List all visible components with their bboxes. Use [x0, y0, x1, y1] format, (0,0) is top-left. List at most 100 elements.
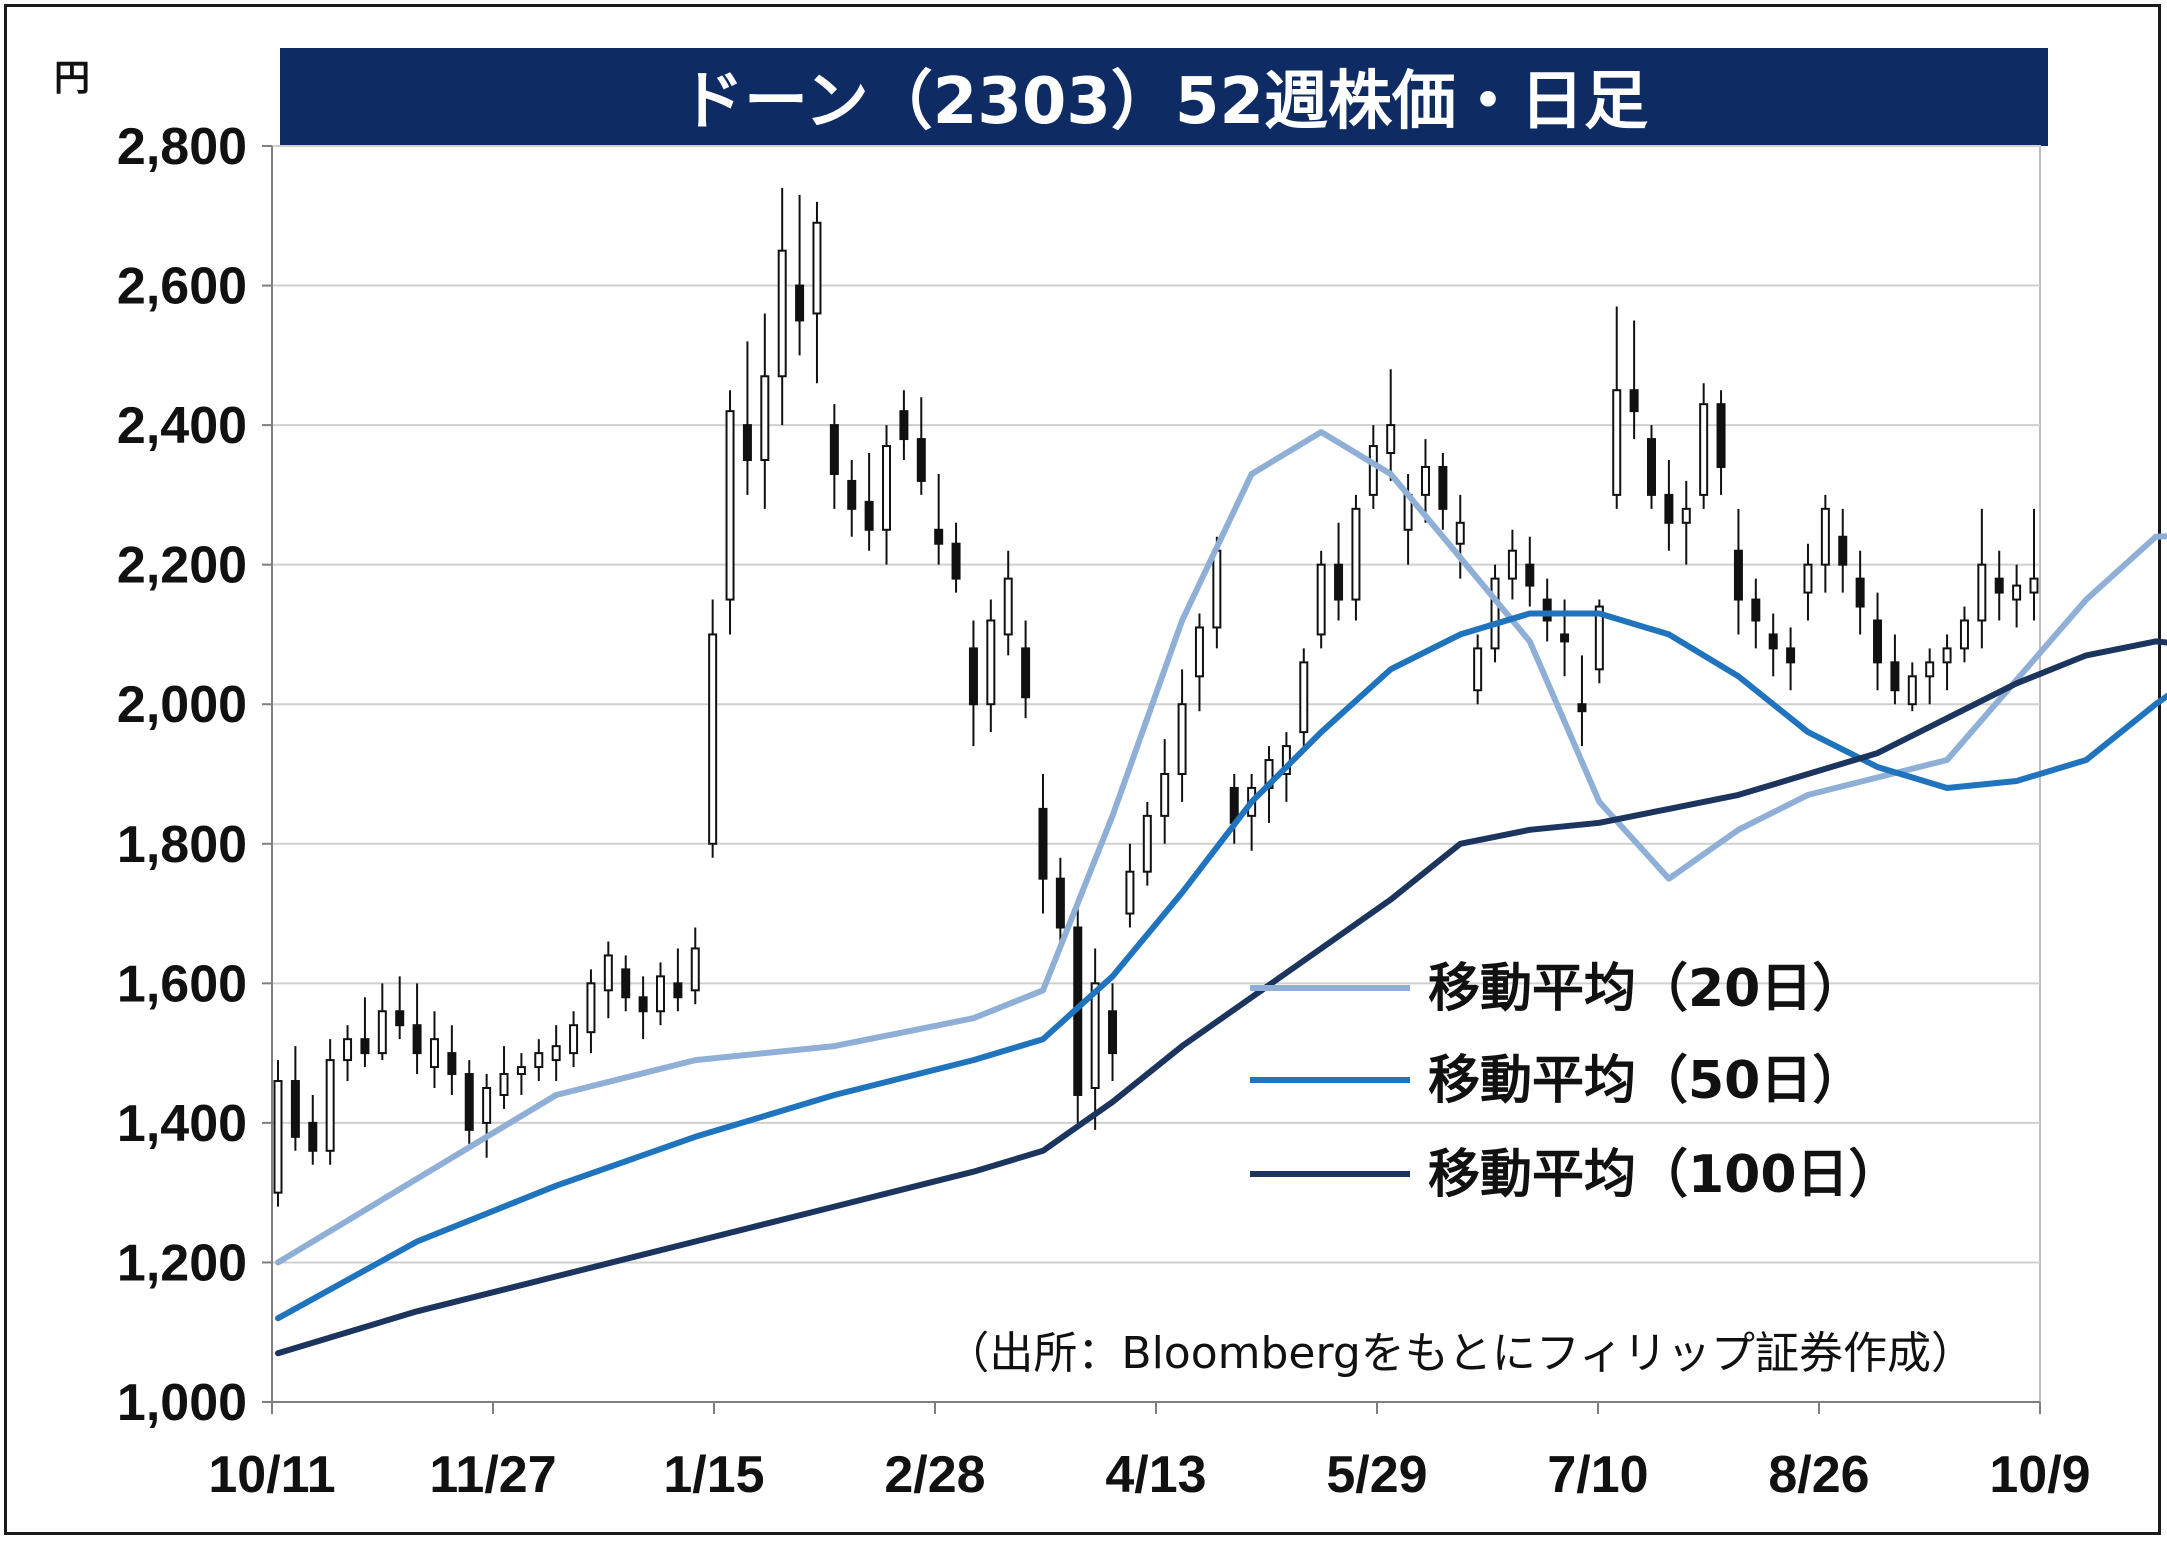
candlestick: [569, 1011, 579, 1068]
candlestick: [1733, 508, 1743, 635]
candlestick: [2029, 508, 2039, 621]
candle-body: [1733, 549, 1743, 601]
candle-body: [1768, 633, 1778, 650]
candle-body: [986, 619, 996, 706]
candlestick: [829, 404, 839, 509]
candle-body: [725, 410, 735, 601]
candle-body: [1108, 1010, 1118, 1055]
candlestick: [1125, 843, 1135, 928]
candlestick: [1925, 648, 1935, 705]
candlestick: [447, 1025, 457, 1095]
candle-body: [1021, 647, 1031, 699]
candle-body: [1994, 577, 2004, 594]
candle-body: [1890, 661, 1900, 692]
candlestick: [1542, 578, 1552, 642]
y-tick-label: 1,800: [117, 816, 247, 874]
candlestick: [1194, 613, 1204, 712]
candle-body: [273, 1080, 283, 1194]
candlestick: [1316, 550, 1326, 649]
candlestick: [760, 313, 770, 509]
candle-body: [586, 982, 596, 1034]
candle-body: [1473, 647, 1483, 692]
x-tick-label: 1/15: [663, 1446, 764, 1504]
candlestick: [325, 1039, 335, 1165]
candlestick: [412, 983, 422, 1075]
candlestick: [1647, 425, 1657, 509]
candle-body: [1699, 403, 1709, 496]
candlestick: [290, 1046, 300, 1151]
candlestick: [1959, 606, 1969, 663]
candle-body: [1142, 814, 1152, 873]
candlestick: [1855, 550, 1865, 635]
candle-body: [1820, 507, 1830, 566]
candlestick: [1612, 306, 1622, 509]
candlestick: [1038, 774, 1048, 914]
ma100-line: [275, 638, 2167, 1357]
candle-body: [2029, 577, 2039, 594]
candle-body: [673, 982, 683, 999]
candle-body: [1507, 549, 1517, 580]
candle-body: [951, 542, 961, 580]
candlestick: [1751, 578, 1761, 649]
candle-body: [1612, 389, 1622, 496]
y-tick-label: 2,200: [117, 537, 247, 595]
title-banner: [280, 48, 2048, 146]
candlestick: [1768, 613, 1778, 677]
candle-body: [916, 438, 926, 482]
candle-body: [1959, 619, 1969, 650]
candlestick: [847, 460, 857, 537]
candlesticks: [273, 187, 2039, 1207]
candle-body: [1942, 647, 1952, 664]
candlestick: [551, 1025, 561, 1082]
candle-body: [760, 375, 770, 461]
chart-title: ドーン（2303）52週株価・日足: [680, 65, 1648, 139]
candlestick: [951, 522, 961, 593]
candlestick: [1420, 439, 1430, 523]
x-tick-label: 7/10: [1547, 1446, 1648, 1504]
ma20-line: [275, 429, 2167, 1266]
candlestick: [708, 599, 718, 858]
candle-body: [638, 996, 648, 1013]
candlestick: [621, 955, 631, 1012]
candle-body: [1455, 521, 1465, 545]
candle-body: [1177, 703, 1187, 776]
candlestick: [429, 1011, 439, 1088]
candle-body: [1438, 465, 1448, 510]
candle-body: [1125, 870, 1135, 915]
candlestick: [1455, 494, 1465, 579]
candlestick: [742, 341, 752, 495]
x-tick-label: 10/11: [208, 1446, 335, 1504]
candlestick: [1890, 634, 1900, 705]
candle-body: [308, 1121, 318, 1152]
candlestick: [1838, 508, 1848, 593]
candlestick: [534, 1039, 544, 1082]
candle-body: [482, 1087, 492, 1124]
candlestick: [673, 948, 683, 1012]
candlestick: [1021, 620, 1031, 719]
y-tick-label: 2,000: [117, 676, 247, 734]
candle-body: [1560, 633, 1570, 643]
candle-body: [534, 1052, 544, 1069]
moving-average-lines: [275, 429, 2167, 1357]
grid-lines: [272, 145, 2040, 1264]
candlestick: [482, 1074, 492, 1158]
candlestick: [655, 962, 665, 1026]
candle-body: [447, 1052, 457, 1076]
candle-body: [899, 410, 909, 441]
candlestick: [1334, 522, 1344, 621]
candle-body: [968, 647, 978, 706]
legend-label-ma100: 移動平均（100日）: [1428, 1145, 1901, 1205]
candlestick: [795, 194, 805, 356]
candlestick: [777, 187, 787, 426]
candlestick: [1160, 739, 1170, 844]
candlestick: [1977, 508, 1987, 649]
candlestick: [968, 620, 978, 747]
candlestick: [586, 969, 596, 1054]
x-tick-label: 4/13: [1105, 1446, 1206, 1504]
candle-body: [1907, 675, 1917, 706]
candle-body: [1855, 577, 1865, 608]
candlestick: [934, 473, 944, 565]
candle-body: [464, 1073, 474, 1131]
candlestick: [1473, 634, 1483, 705]
candle-body: [360, 1038, 370, 1055]
